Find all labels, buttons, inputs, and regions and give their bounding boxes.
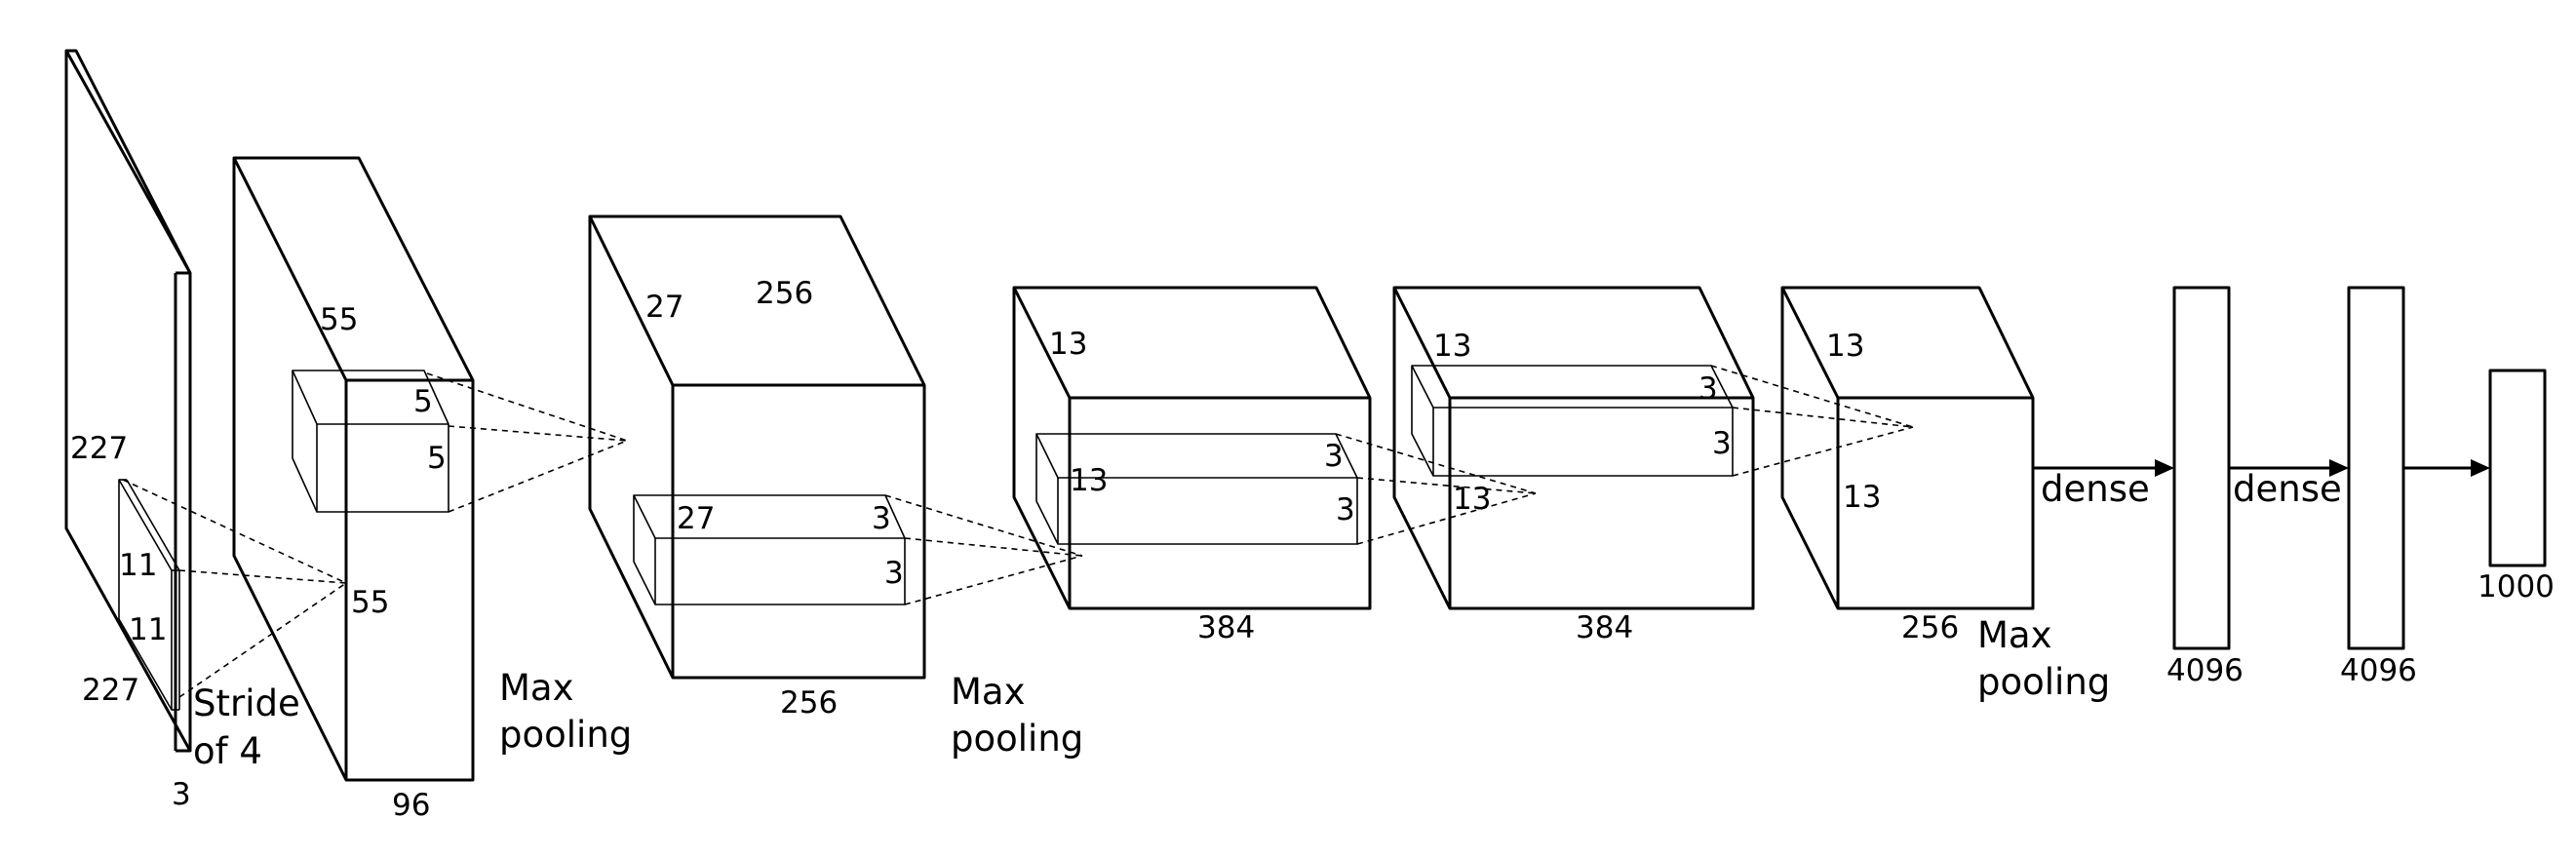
conv3-kernel-height-label: 3 xyxy=(1324,439,1344,474)
max-pooling-1-line1: Max xyxy=(499,667,574,709)
conv1-layer: 55 5 5 55 96 xyxy=(232,156,475,823)
dense-arrow-2 xyxy=(2229,459,2349,477)
dense-label-2: dense xyxy=(2233,468,2342,510)
conv1-height-label: 55 xyxy=(320,302,358,337)
input-kernel xyxy=(118,479,180,711)
fc2-layer: 4096 xyxy=(2340,286,2417,688)
output-size-label: 1000 xyxy=(2478,569,2555,604)
conv4-kernel-width-label: 3 xyxy=(1712,426,1732,461)
conv3-kernel-depth-label: 13 xyxy=(1070,463,1108,498)
input-height-label: 227 xyxy=(70,431,128,466)
projection-conv2-to-conv3 xyxy=(884,494,1083,605)
conv2-height-label: 27 xyxy=(645,290,683,325)
input-layer: 227 227 3 11 11 Stride of 4 xyxy=(64,49,300,812)
conv4-height-label: 13 xyxy=(1433,329,1471,364)
conv2-kernel-width-label: 3 xyxy=(884,556,904,591)
fc2-size-label: 4096 xyxy=(2340,653,2417,688)
stride-label-line1: Stride xyxy=(193,682,300,724)
input-depth-label: 3 xyxy=(172,777,191,812)
conv5-depth-label: 256 xyxy=(1901,610,1959,645)
conv1-kernel-height-label: 5 xyxy=(413,384,433,419)
conv2-depth-top-label: 256 xyxy=(756,276,813,311)
conv3-height-label: 13 xyxy=(1049,327,1087,362)
conv1-depth-label: 96 xyxy=(392,788,430,823)
projection-conv1-to-conv2 xyxy=(426,372,628,513)
input-kernel-width-label: 11 xyxy=(129,612,167,647)
conv2-depth-label: 256 xyxy=(780,685,838,721)
conv4-kernel xyxy=(1411,365,1734,477)
conv4-layer: 13 3 3 13 384 xyxy=(1392,286,1755,645)
conv2-kernel xyxy=(633,494,906,605)
max-pooling-2-line1: Max xyxy=(951,671,1026,713)
conv3-depth-label: 384 xyxy=(1197,610,1255,645)
conv5-layer: 13 13 256 xyxy=(1780,286,2035,645)
projection-conv4-to-conv5 xyxy=(1710,365,1914,477)
max-pooling-2-line2: pooling xyxy=(951,718,1083,760)
output-arrow xyxy=(2403,459,2490,477)
output-layer: 1000 xyxy=(2478,369,2555,604)
conv1-output-dim-label: 55 xyxy=(351,585,389,620)
max-pooling-1-line2: pooling xyxy=(499,714,632,756)
conv4-depth-label: 384 xyxy=(1576,610,1633,645)
max-pooling-3-line2: pooling xyxy=(1977,661,2110,703)
input-kernel-height-label: 11 xyxy=(119,548,157,583)
conv3-kernel-width-label: 3 xyxy=(1336,492,1355,527)
conv3-layer: 13 13 3 3 384 xyxy=(1012,286,1372,645)
input-width-label: 227 xyxy=(82,673,139,708)
conv2-layer: 27 256 27 3 3 256 xyxy=(588,214,926,721)
conv2-kernel-height-label: 3 xyxy=(872,501,891,536)
conv1-kernel-width-label: 5 xyxy=(427,441,447,476)
stride-label-line2: of 4 xyxy=(193,730,262,772)
conv2-kernel-depth-label: 27 xyxy=(677,501,715,536)
projection-conv3-to-conv4 xyxy=(1335,433,1537,545)
dense-label-1: dense xyxy=(2041,468,2150,510)
conv4-output-dim-label: 13 xyxy=(1453,482,1491,517)
fc1-size-label: 4096 xyxy=(2166,653,2244,688)
max-pooling-3-line1: Max xyxy=(1977,614,2052,656)
conv5-height-label: 13 xyxy=(1826,329,1864,364)
dense-arrow-1 xyxy=(2033,459,2174,477)
conv5-width-label: 13 xyxy=(1843,480,1881,515)
conv4-kernel-height-label: 3 xyxy=(1698,371,1718,407)
